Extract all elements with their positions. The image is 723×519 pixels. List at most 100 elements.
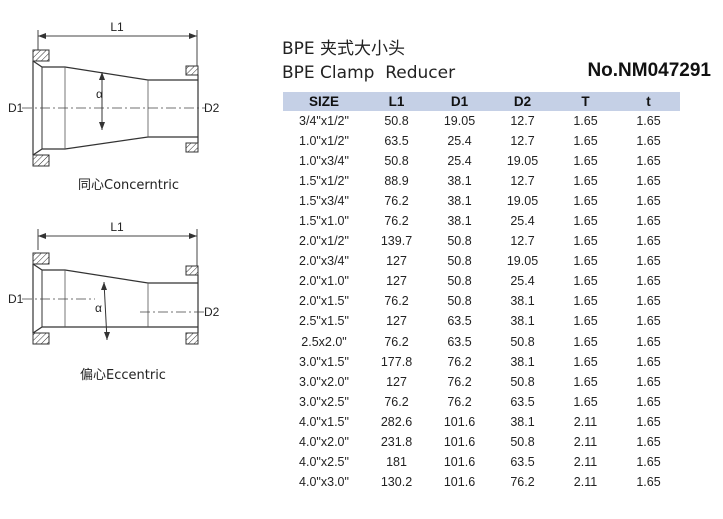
d2-cell: 38.1: [510, 294, 535, 309]
table-row: 1.5"x1/2" 88.9 38.1 12.7 1.65 1.65: [283, 171, 680, 191]
t-upper-cell: 1.65: [573, 174, 598, 189]
d2-cell: 38.1: [510, 414, 535, 429]
d1-cell: 101.6: [443, 474, 476, 489]
d1-cell: 38.1: [447, 174, 472, 189]
t-lower-cell: 1.65: [636, 274, 661, 289]
t-upper-cell: 1.65: [573, 314, 598, 329]
l1-cell: 50.8: [384, 114, 409, 129]
table-row: 2.0"x1.5" 76.2 50.8 38.1 1.65 1.65: [283, 291, 680, 311]
table-row: 2.5x2.0" 76.2 63.5 50.8 1.65 1.65: [283, 332, 680, 352]
concentric-caption: 同心Concerntric: [78, 178, 179, 193]
size-cell: 3.0"x1.5": [299, 354, 349, 369]
header-d1: D1: [428, 92, 491, 111]
table-row: 3.0"x2.5" 76.2 76.2 63.5 1.65 1.65: [283, 392, 680, 412]
size-cell: 4.0"x2.0": [299, 434, 349, 449]
table-row: 2.0"x1/2" 139.7 50.8 12.7 1.65 1.65: [283, 231, 680, 251]
d1-cell: 101.6: [443, 434, 476, 449]
t-upper-cell: 1.65: [573, 394, 598, 409]
concentric-length-dimension: L1: [37, 20, 198, 66]
t-upper-cell: 2.11: [573, 454, 598, 469]
t-lower-cell: 1.65: [636, 434, 661, 449]
l1-cell: 76.2: [384, 394, 409, 409]
l1-cell: 282.6: [380, 414, 413, 429]
eccentric-d2-label: D2: [204, 305, 220, 319]
size-cell: 1.0"x1/2": [299, 134, 349, 149]
l1-cell: 76.2: [384, 194, 409, 209]
t-lower-cell: 1.65: [636, 314, 661, 329]
t-upper-cell: 1.65: [573, 154, 598, 169]
size-cell: 1.5"x1.0": [299, 214, 349, 229]
l1-cell: 177.8: [380, 354, 413, 369]
d2-cell: 25.4: [510, 274, 535, 289]
d1-cell: 50.8: [447, 234, 472, 249]
eccentric-length-dimension: L1: [37, 220, 198, 266]
l1-cell: 231.8: [380, 434, 413, 449]
l1-cell: 127: [386, 254, 407, 269]
d1-cell: 25.4: [447, 154, 472, 169]
t-lower-cell: 1.65: [636, 114, 661, 129]
size-cell: 1.5"x1/2": [299, 174, 349, 189]
table-body: 3/4"x1/2" 50.8 19.05 12.7 1.65 1.65 1.0"x1/2" 6…: [283, 111, 680, 492]
reducer-drawings: L1 α: [8, 20, 220, 345]
l1-cell: 139.7: [380, 234, 413, 249]
l1-cell: 76.2: [384, 294, 409, 309]
t-upper-cell: 1.65: [573, 374, 598, 389]
d2-cell: 63.5: [510, 394, 535, 409]
d2-cell: 25.4: [510, 214, 535, 229]
t-upper-cell: 1.65: [573, 294, 598, 309]
header-size: SIZE: [283, 92, 365, 111]
l1-cell: 50.8: [384, 154, 409, 169]
d2-cell: 19.05: [506, 154, 539, 169]
d1-cell: 50.8: [447, 254, 472, 269]
d2-cell: 50.8: [510, 434, 535, 449]
d1-cell: 63.5: [447, 334, 472, 349]
d2-cell: 19.05: [506, 194, 539, 209]
d2-cell: 12.7: [510, 174, 535, 189]
title-english: BPE Clamp Reducer: [282, 63, 456, 83]
t-lower-cell: 1.65: [636, 294, 661, 309]
l1-cell: 127: [386, 314, 407, 329]
table-row: 1.0"x1/2" 63.5 25.4 12.7 1.65 1.65: [283, 131, 680, 151]
table-row: 2.5"x1.5" 127 63.5 38.1 1.65 1.65: [283, 311, 680, 331]
eccentric-caption: 偏心Eccentric: [80, 368, 166, 383]
t-upper-cell: 1.65: [573, 254, 598, 269]
d1-cell: 50.8: [447, 294, 472, 309]
d2-cell: 38.1: [510, 354, 535, 369]
t-upper-cell: 2.11: [573, 434, 598, 449]
eccentric-l1-label: L1: [110, 220, 124, 234]
d1-cell: 76.2: [447, 394, 472, 409]
table-row: 3/4"x1/2" 50.8 19.05 12.7 1.65 1.65: [283, 111, 680, 131]
l1-cell: 127: [386, 274, 407, 289]
size-cell: 1.0"x3/4": [299, 154, 349, 169]
d1-cell: 25.4: [447, 134, 472, 149]
size-cell: 2.0"x3/4": [299, 254, 349, 269]
l1-cell: 76.2: [384, 334, 409, 349]
t-lower-cell: 1.65: [636, 334, 661, 349]
d2-cell: 12.7: [510, 134, 535, 149]
size-cell: 3.0"x2.0": [299, 374, 349, 389]
t-upper-cell: 2.11: [573, 474, 598, 489]
d2-cell: 50.8: [510, 374, 535, 389]
table-row: 1.5"x1.0" 76.2 38.1 25.4 1.65 1.65: [283, 211, 680, 231]
d2-cell: 12.7: [510, 234, 535, 249]
size-cell: 4.0"x1.5": [299, 414, 349, 429]
t-upper-cell: 1.65: [573, 274, 598, 289]
t-lower-cell: 1.65: [636, 374, 661, 389]
size-cell: 4.0"x3.0": [299, 474, 349, 489]
d2-cell: 76.2: [510, 474, 535, 489]
table-row: 4.0"x1.5" 282.6 101.6 38.1 2.11 1.65: [283, 412, 680, 432]
d1-cell: 101.6: [443, 414, 476, 429]
l1-cell: 76.2: [384, 214, 409, 229]
table-row: 4.0"x2.5" 181 101.6 63.5 2.11 1.65: [283, 452, 680, 472]
d1-cell: 101.6: [443, 454, 476, 469]
concentric-d2-label: D2: [204, 101, 220, 115]
t-upper-cell: 1.65: [573, 194, 598, 209]
concentric-drawing: L1 α: [8, 20, 220, 167]
t-upper-cell: 1.65: [573, 234, 598, 249]
l1-cell: 63.5: [384, 134, 409, 149]
l1-cell: 181: [386, 454, 407, 469]
d1-cell: 38.1: [447, 214, 472, 229]
t-lower-cell: 1.65: [636, 454, 661, 469]
d1-cell: 38.1: [447, 194, 472, 209]
d1-cell: 76.2: [447, 354, 472, 369]
